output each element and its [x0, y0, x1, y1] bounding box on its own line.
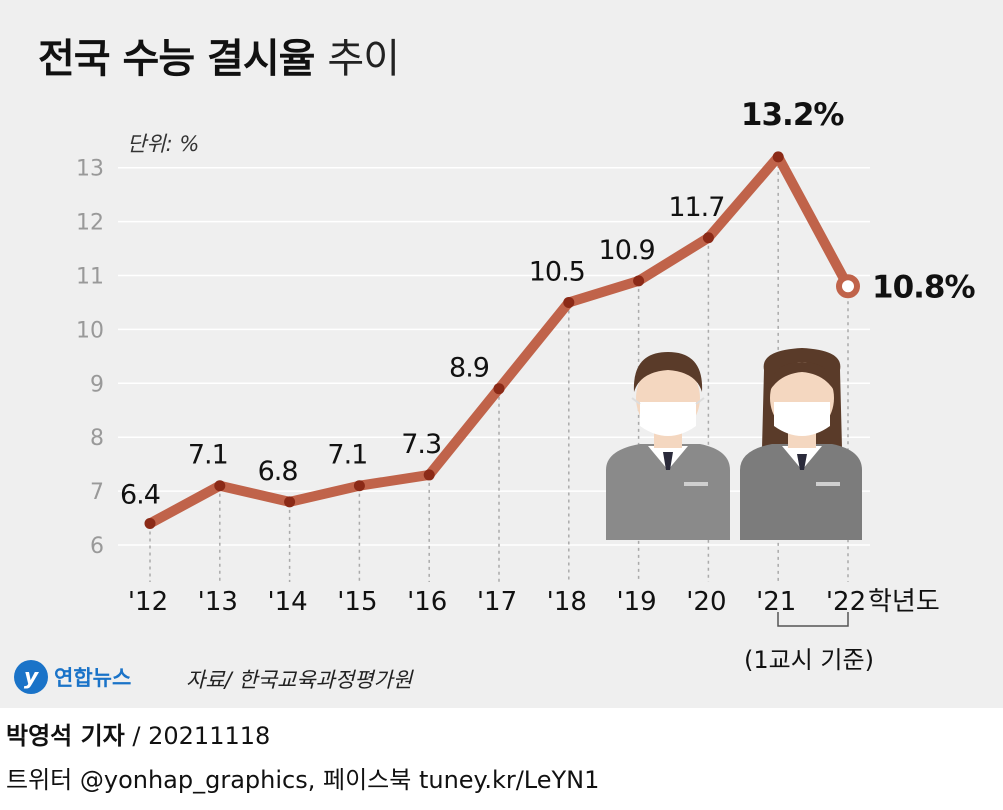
- x-tick-label: '15: [337, 587, 377, 617]
- y-tick-label: 8: [90, 426, 104, 451]
- data-label: 7.1: [188, 440, 228, 471]
- data-label: 8.9: [449, 353, 489, 384]
- x-tick-label: '18: [547, 587, 587, 617]
- x-tick-label: '21: [756, 587, 796, 617]
- x-tick-label: '16: [407, 587, 447, 617]
- data-point: [144, 517, 156, 529]
- y-tick-label: 13: [76, 157, 104, 182]
- byline: 박영석 기자 / 20211118: [6, 722, 271, 750]
- footnote: (1교시 기준): [744, 646, 874, 674]
- data-label: 10.9: [599, 235, 655, 266]
- y-tick-label: 7: [90, 480, 104, 505]
- data-point: [284, 496, 296, 508]
- title-light: 추이: [327, 36, 400, 82]
- data-point: [702, 232, 714, 244]
- x-axis-suffix: 학년도: [868, 587, 940, 617]
- x-tick-label: '19: [616, 587, 656, 617]
- data-point-end: [836, 274, 860, 299]
- publish-date: 20211118: [148, 722, 271, 750]
- footnote-bracket: [777, 612, 849, 627]
- logo-text: 연합뉴스: [54, 666, 132, 690]
- data-point: [353, 480, 365, 492]
- x-tick-label: '17: [477, 587, 517, 617]
- data-label: 7.1: [327, 440, 367, 471]
- y-tick-label: 6: [90, 534, 104, 559]
- data-label: 6.8: [258, 456, 298, 487]
- data-point: [493, 383, 505, 395]
- data-label: 7.3: [401, 429, 441, 460]
- data-label: 11.7: [668, 192, 724, 223]
- social-links: 트위터 @yonhap_graphics, 페이스북 tuney.kr/LeYN…: [6, 766, 600, 794]
- male-student-icon: [606, 352, 730, 540]
- yonhap-logo: y 연합뉴스: [14, 660, 131, 694]
- source-text: 자료/ 한국교육과정평가원: [186, 668, 413, 692]
- y-tick-label: 11: [76, 265, 104, 290]
- data-point: [563, 296, 575, 308]
- chart-title: 전국 수능 결시율 추이: [38, 26, 400, 84]
- female-student-icon: [740, 348, 862, 540]
- data-label: 10.8%: [872, 269, 975, 305]
- x-tick-label: '20: [686, 587, 726, 617]
- reporter-name: 박영석 기자: [6, 722, 125, 750]
- x-tick-label: '14: [267, 587, 307, 617]
- chart-panel: 전국 수능 결시율 추이 단위: % 6 7 8 9 10 11 12 13: [0, 0, 1003, 708]
- data-label: 6.4: [120, 479, 160, 510]
- x-tick-label: '22: [826, 587, 866, 617]
- data-point: [772, 151, 784, 163]
- data-point: [423, 469, 435, 481]
- line-chart: 6 7 8 9 10 11 12 13: [76, 97, 976, 627]
- y-tick-label: 12: [76, 211, 104, 236]
- data-point: [633, 275, 645, 287]
- title-bold: 전국 수능 결시율: [38, 36, 315, 82]
- data-label: 13.2%: [741, 97, 844, 133]
- y-tick-label: 10: [76, 318, 104, 343]
- unit-label: 단위: %: [127, 132, 200, 156]
- y-tick-label: 9: [90, 372, 104, 397]
- x-tick-label: '12: [128, 587, 168, 617]
- students-illustration: [606, 348, 862, 540]
- x-tick-label: '13: [198, 587, 238, 617]
- data-point: [214, 480, 226, 492]
- data-label: 10.5: [529, 256, 585, 287]
- yonhap-emblem-icon: y: [14, 660, 48, 694]
